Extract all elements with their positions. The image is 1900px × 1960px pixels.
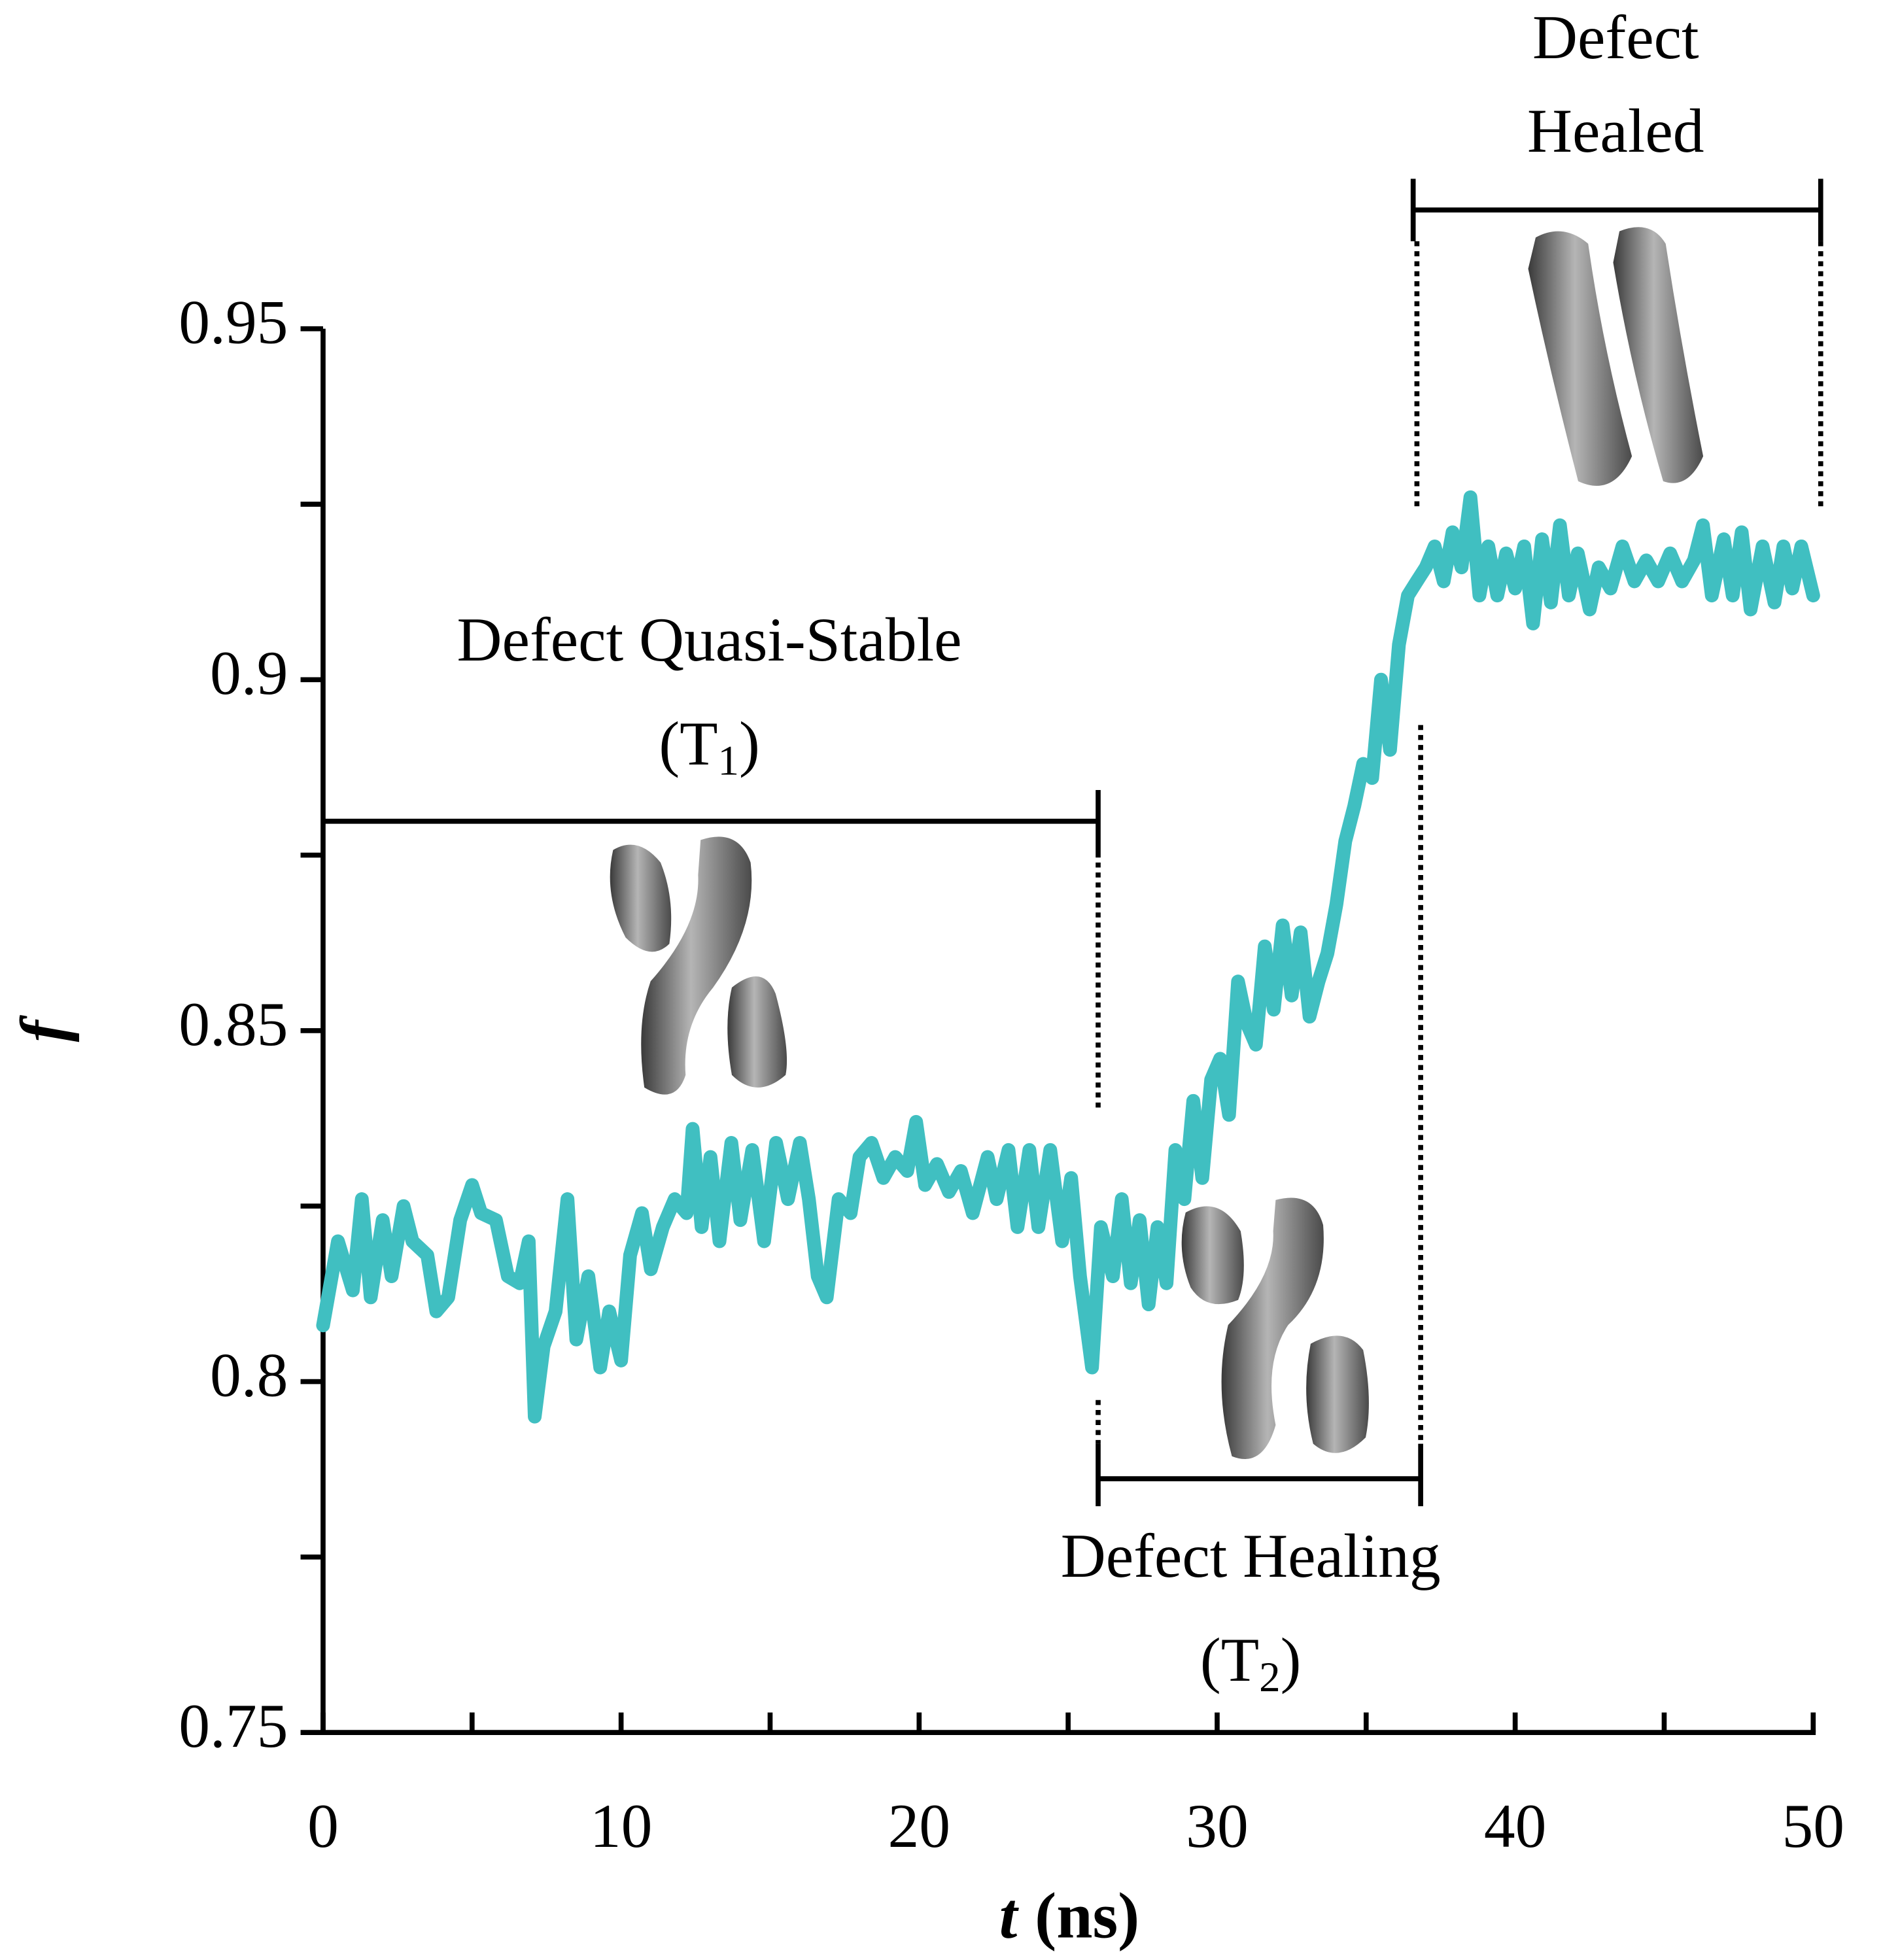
x-tick-label: 10 <box>590 1791 653 1861</box>
x-tick-label: 0 <box>307 1791 339 1861</box>
y-tick-label: 0.85 <box>179 989 288 1059</box>
brackets <box>322 179 1823 1507</box>
annotation: Healed <box>1527 96 1704 165</box>
x-axis-unit: (ns) <box>1035 1880 1139 1951</box>
blob <box>1613 227 1704 483</box>
y-tick-label: 0.95 <box>179 288 288 357</box>
blob <box>1306 1335 1369 1453</box>
annotation: Defect Healing <box>1061 1521 1441 1590</box>
data-line <box>316 490 1820 1424</box>
blob <box>1221 1197 1324 1459</box>
annotation-part: (T <box>659 709 717 778</box>
annotation: (T2) <box>1200 1625 1301 1701</box>
x-axis-label: t (ns) <box>999 1880 1140 1951</box>
annotation-subscript: 2 <box>1259 1654 1280 1701</box>
blob <box>727 976 787 1088</box>
annotation: (T1) <box>659 709 760 785</box>
blob <box>1528 231 1632 486</box>
annotation: Defect Quasi-Stable <box>457 605 962 674</box>
blob <box>1181 1206 1244 1305</box>
x-tick-label: 40 <box>1484 1791 1547 1861</box>
annotation-part: (T <box>1200 1625 1259 1694</box>
y-tick-label: 0.9 <box>210 638 288 708</box>
y-tick-label: 0.75 <box>179 1691 288 1761</box>
annotation-part: ) <box>1281 1625 1302 1694</box>
x-tick-label: 50 <box>1782 1791 1845 1861</box>
annotation-part: ) <box>739 709 760 778</box>
x-tick-label: 30 <box>1186 1791 1249 1861</box>
y-tick-label: 0.8 <box>210 1340 288 1409</box>
blob <box>641 836 752 1095</box>
x-tick-label: 20 <box>888 1791 951 1861</box>
molecule-images <box>610 227 1704 1459</box>
x-axis-var: t <box>999 1880 1020 1951</box>
y-axis-label: f <box>8 1014 80 1042</box>
blob <box>610 844 672 952</box>
annotation-subscript: 1 <box>718 738 739 785</box>
annotation: Defect <box>1532 3 1699 72</box>
